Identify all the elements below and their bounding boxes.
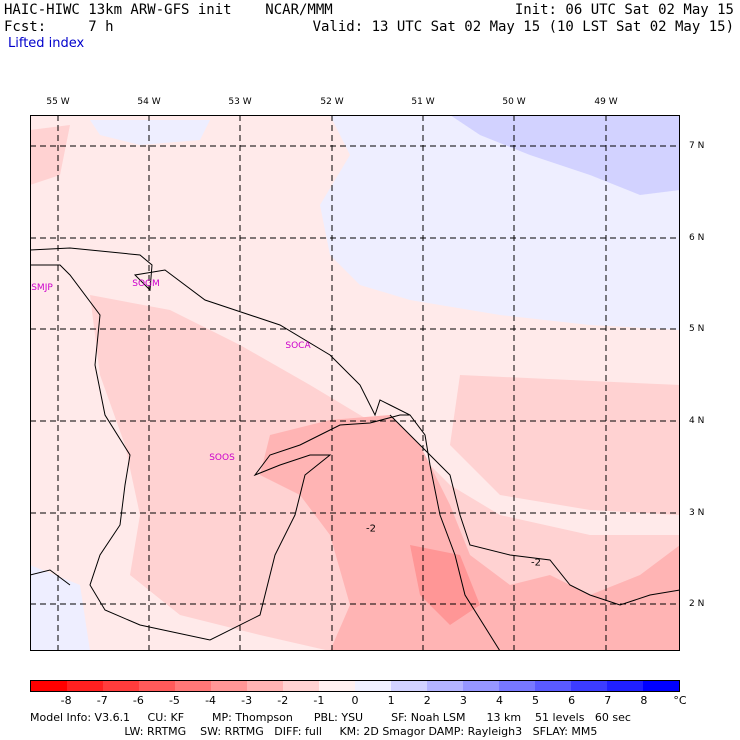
colorbar-label: 4 bbox=[495, 694, 503, 707]
colorbar-swatch bbox=[643, 681, 679, 691]
unstable-area-strong bbox=[260, 415, 680, 651]
lon-label: 52 W bbox=[320, 97, 344, 107]
lon-label: 55 W bbox=[46, 97, 70, 107]
lat-label: 5 N bbox=[689, 324, 705, 334]
lon-label: 54 W bbox=[137, 97, 161, 107]
colorbar-label: -3 bbox=[241, 694, 253, 707]
station-label: SOCA bbox=[285, 341, 311, 351]
colorbar-swatch bbox=[427, 681, 463, 691]
colorbar-swatch bbox=[355, 681, 391, 691]
colorbar-swatch bbox=[103, 681, 139, 691]
station-label: SMJP bbox=[31, 283, 53, 293]
init-time: Init: 06 UTC Sat 02 May 15 bbox=[514, 2, 734, 18]
lon-label: 50 W bbox=[502, 97, 526, 107]
colorbar-swatch bbox=[535, 681, 571, 691]
colorbar-label: 3 bbox=[459, 694, 467, 707]
colorbar-label: 8 bbox=[640, 694, 648, 707]
station-label: SOOS bbox=[209, 453, 235, 463]
colorbar-swatch bbox=[283, 681, 319, 691]
stable-area-strong bbox=[450, 115, 680, 195]
colorbar-label: 0 bbox=[351, 694, 359, 707]
unstable-patch-nw bbox=[30, 125, 70, 185]
colorbar-swatch bbox=[211, 681, 247, 691]
colorbar-swatch bbox=[607, 681, 643, 691]
lon-label: 49 W bbox=[594, 97, 618, 107]
border-suriname bbox=[30, 255, 410, 641]
colorbar-label: -6 bbox=[132, 694, 144, 707]
valid-time: Valid: 13 UTC Sat 02 May 15 (10 LST Sat … bbox=[312, 19, 734, 35]
lat-label: 2 N bbox=[689, 599, 705, 609]
colorbar-label: -4 bbox=[205, 694, 217, 707]
unstable-area-east bbox=[450, 375, 680, 515]
field-name: Lifted index bbox=[8, 36, 85, 51]
colorbar-label: 7 bbox=[604, 694, 612, 707]
forecast-hour: Fcst: 7 h bbox=[4, 19, 114, 35]
border-sw bbox=[30, 569, 71, 586]
contour-label: -2 bbox=[531, 557, 541, 569]
colorbar-label: 5 bbox=[532, 694, 540, 707]
colorbar-label: 2 bbox=[423, 694, 431, 707]
colorbar-swatch bbox=[463, 681, 499, 691]
stable-patch bbox=[90, 120, 210, 145]
colorbar-label: -2 bbox=[277, 694, 289, 707]
colorbar-label: 6 bbox=[568, 694, 576, 707]
lat-label: 4 N bbox=[689, 416, 705, 426]
model-info-line1: Model Info: V3.6.1 CU: KF MP: Thompson P… bbox=[30, 711, 631, 724]
colorbar-swatch bbox=[175, 681, 211, 691]
graticule bbox=[30, 115, 680, 651]
colorbar-swatch bbox=[391, 681, 427, 691]
colorbar-label: -8 bbox=[60, 694, 72, 707]
colorbar-label: 1 bbox=[387, 694, 395, 707]
model-info-line2: LW: RRTMG SW: RRTMG DIFF: full KM: 2D Sm… bbox=[30, 725, 598, 738]
station-label: SOGM bbox=[132, 279, 160, 289]
stable-patch-sw bbox=[30, 565, 90, 651]
colorbar-label: -7 bbox=[96, 694, 108, 707]
lon-label: 51 W bbox=[411, 97, 435, 107]
colorbar-swatch bbox=[139, 681, 175, 691]
contour-label: -2 bbox=[366, 523, 376, 535]
lifted-index-map bbox=[30, 115, 680, 651]
colorbar-swatch bbox=[571, 681, 607, 691]
coastline bbox=[30, 247, 501, 651]
lat-label: 7 N bbox=[689, 141, 705, 151]
colorbar-label: °C bbox=[673, 694, 687, 707]
lon-label: 53 W bbox=[228, 97, 252, 107]
map-frame bbox=[30, 115, 680, 651]
unstable-core bbox=[410, 545, 480, 625]
colorbar-swatch bbox=[67, 681, 103, 691]
lat-label: 6 N bbox=[689, 233, 705, 243]
colorbar-swatch bbox=[499, 681, 535, 691]
lat-label: 3 N bbox=[689, 508, 705, 518]
colorbar-swatch bbox=[247, 681, 283, 691]
colorbar-label: -1 bbox=[313, 694, 325, 707]
model-title: HAIC-HIWC 13km ARW-GFS init NCAR/MMM bbox=[4, 2, 333, 18]
colorbar bbox=[30, 680, 680, 692]
contour-minus-2 bbox=[389, 414, 680, 606]
colorbar-swatch bbox=[319, 681, 355, 691]
colorbar-label: -5 bbox=[168, 694, 180, 707]
colorbar-swatch bbox=[31, 681, 67, 691]
